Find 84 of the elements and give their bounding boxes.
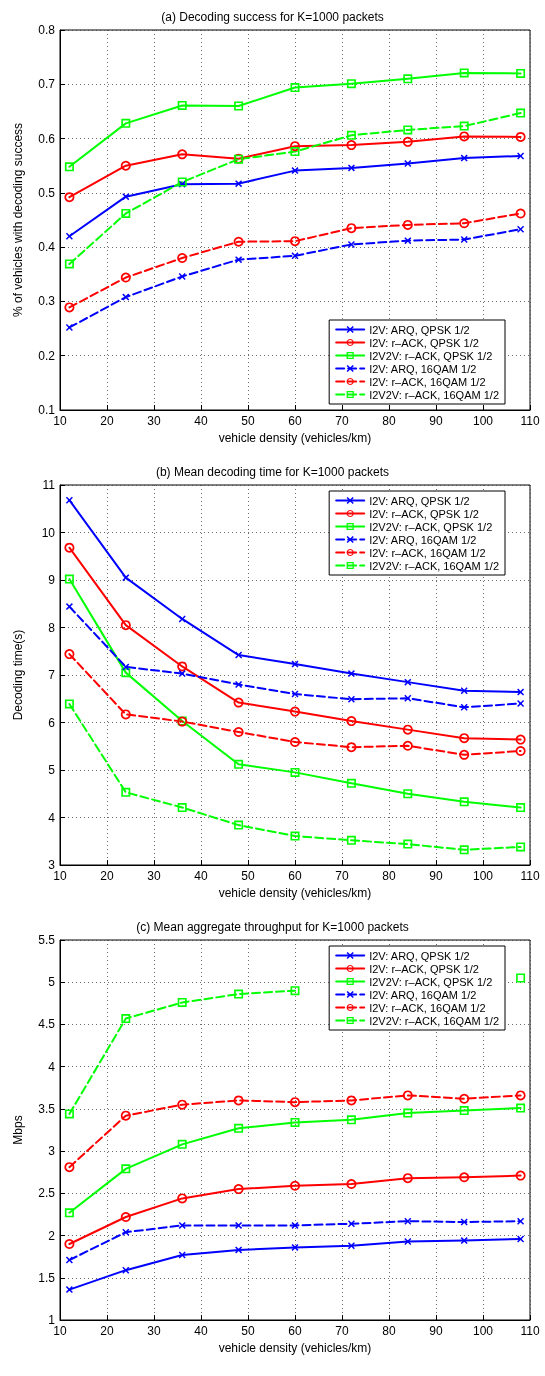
x-axis-title: vehicle density (vehicles/km) xyxy=(218,886,372,900)
x-tick-label: 110 xyxy=(520,414,540,428)
chart-title: (b) Mean decoding time for K=1000 packets xyxy=(155,465,390,479)
x-tick-label: 50 xyxy=(241,1324,255,1338)
y-tick-label: 3.5 xyxy=(38,1101,56,1116)
y-tick-label: 11 xyxy=(42,478,56,492)
x-axis-title: vehicle density (vehicles/km) xyxy=(218,1341,372,1355)
legend-label: I2V2V: r–ACK, 16QAM 1/2 xyxy=(369,559,500,572)
legend-label: I2V2V: r–ACK, 16QAM 1/2 xyxy=(369,1014,500,1027)
legend-label: I2V: ARQ, 16QAM 1/2 xyxy=(369,533,477,546)
x-tick-label: 30 xyxy=(147,1324,161,1338)
x-tick-label: 40 xyxy=(194,1324,208,1338)
y-tick-label: 0.6 xyxy=(38,131,56,146)
y-tick-label: 5 xyxy=(48,763,56,777)
y-tick-label: 9 xyxy=(48,573,56,587)
x-tick-label: 110 xyxy=(520,1324,540,1338)
y-tick-label: 5.5 xyxy=(38,933,56,947)
x-tick-label: 40 xyxy=(194,414,208,428)
x-tick-label: 30 xyxy=(147,869,161,883)
y-tick-label: 0.1 xyxy=(38,403,56,417)
legend-label: I2V2V: r–ACK, 16QAM 1/2 xyxy=(369,388,500,401)
legend-label: I2V: r–ACK, 16QAM 1/2 xyxy=(369,546,486,559)
y-tick-label: 4 xyxy=(48,1059,56,1074)
x-tick-label: 110 xyxy=(520,869,540,883)
y-tick-label: 0.8 xyxy=(38,23,56,37)
x-tick-label: 20 xyxy=(100,869,114,883)
x-tick-label: 50 xyxy=(241,869,255,883)
y-tick-label: 0.5 xyxy=(38,185,56,200)
y-tick-label: 2 xyxy=(48,1228,56,1243)
y-tick-label: 0.4 xyxy=(38,240,56,255)
x-tick-label: 70 xyxy=(335,414,349,428)
y-tick-label: 0.3 xyxy=(38,294,56,309)
legend-label: I2V: r–ACK, QPSK 1/2 xyxy=(369,507,479,520)
y-axis-title: Mbps xyxy=(11,1115,25,1145)
x-tick-label: 100 xyxy=(472,1324,494,1338)
legend-label: I2V2V: r–ACK, QPSK 1/2 xyxy=(369,520,493,533)
x-tick-label: 80 xyxy=(382,1324,396,1338)
y-tick-label: 8 xyxy=(48,620,56,635)
legend-label: I2V: ARQ, QPSK 1/2 xyxy=(369,323,470,336)
x-tick-label: 60 xyxy=(288,414,302,428)
x-tick-label: 100 xyxy=(472,414,494,428)
y-tick-label: 6 xyxy=(48,715,56,730)
y-axis-title: % of vehicles with decoding success xyxy=(11,122,25,318)
x-tick-label: 100 xyxy=(472,869,494,883)
chart-title: (a) Decoding success for K=1000 packets xyxy=(161,10,384,24)
y-tick-label: 4.5 xyxy=(38,1017,56,1032)
y-tick-label: 0.2 xyxy=(38,348,56,363)
y-tick-label: 2.5 xyxy=(38,1186,56,1201)
legend-label: I2V: ARQ, QPSK 1/2 xyxy=(369,949,470,962)
y-tick-label: 1.5 xyxy=(38,1270,56,1285)
y-tick-label: 5 xyxy=(48,975,56,990)
legend-label: I2V: r–ACK, 16QAM 1/2 xyxy=(369,1001,486,1014)
x-tick-label: 70 xyxy=(335,1324,349,1338)
x-tick-label: 80 xyxy=(382,414,396,428)
legend-label: I2V: ARQ, 16QAM 1/2 xyxy=(369,362,477,375)
x-tick-label: 30 xyxy=(147,414,161,428)
x-tick-label: 70 xyxy=(335,869,349,883)
y-tick-label: 10 xyxy=(41,525,56,540)
legend-label: I2V2V: r–ACK, QPSK 1/2 xyxy=(369,975,493,988)
y-tick-label: 3 xyxy=(48,858,56,872)
chart-title: (c) Mean aggregate throughput for K=1000 packets xyxy=(136,920,409,934)
legend-label: I2V: r–ACK, QPSK 1/2 xyxy=(369,962,479,975)
x-axis-title: vehicle density (vehicles/km) xyxy=(218,431,372,445)
legend-label: I2V: ARQ, 16QAM 1/2 xyxy=(369,988,477,1001)
y-tick-label: 0.7 xyxy=(38,77,56,92)
legend-label: I2V2V: r–ACK, QPSK 1/2 xyxy=(369,349,493,362)
y-axis-title: Decoding time(s) xyxy=(11,629,25,721)
x-tick-label: 50 xyxy=(241,414,255,428)
y-tick-label: 7 xyxy=(48,668,56,682)
y-tick-label: 1 xyxy=(48,1313,56,1327)
y-tick-label: 3 xyxy=(48,1144,56,1159)
y-tick-label: 4 xyxy=(48,810,56,825)
x-tick-label: 20 xyxy=(100,1324,114,1338)
x-tick-label: 90 xyxy=(429,1324,443,1338)
legend-label: I2V: r–ACK, 16QAM 1/2 xyxy=(369,375,486,388)
x-tick-label: 60 xyxy=(288,1324,302,1338)
x-tick-label: 90 xyxy=(429,414,443,428)
x-tick-label: 90 xyxy=(429,869,443,883)
x-tick-label: 80 xyxy=(382,869,396,883)
x-tick-label: 20 xyxy=(100,414,114,428)
legend-label: I2V: r–ACK, QPSK 1/2 xyxy=(369,336,479,349)
x-tick-label: 60 xyxy=(288,869,302,883)
x-tick-label: 40 xyxy=(194,869,208,883)
legend-label: I2V: ARQ, QPSK 1/2 xyxy=(369,494,470,507)
